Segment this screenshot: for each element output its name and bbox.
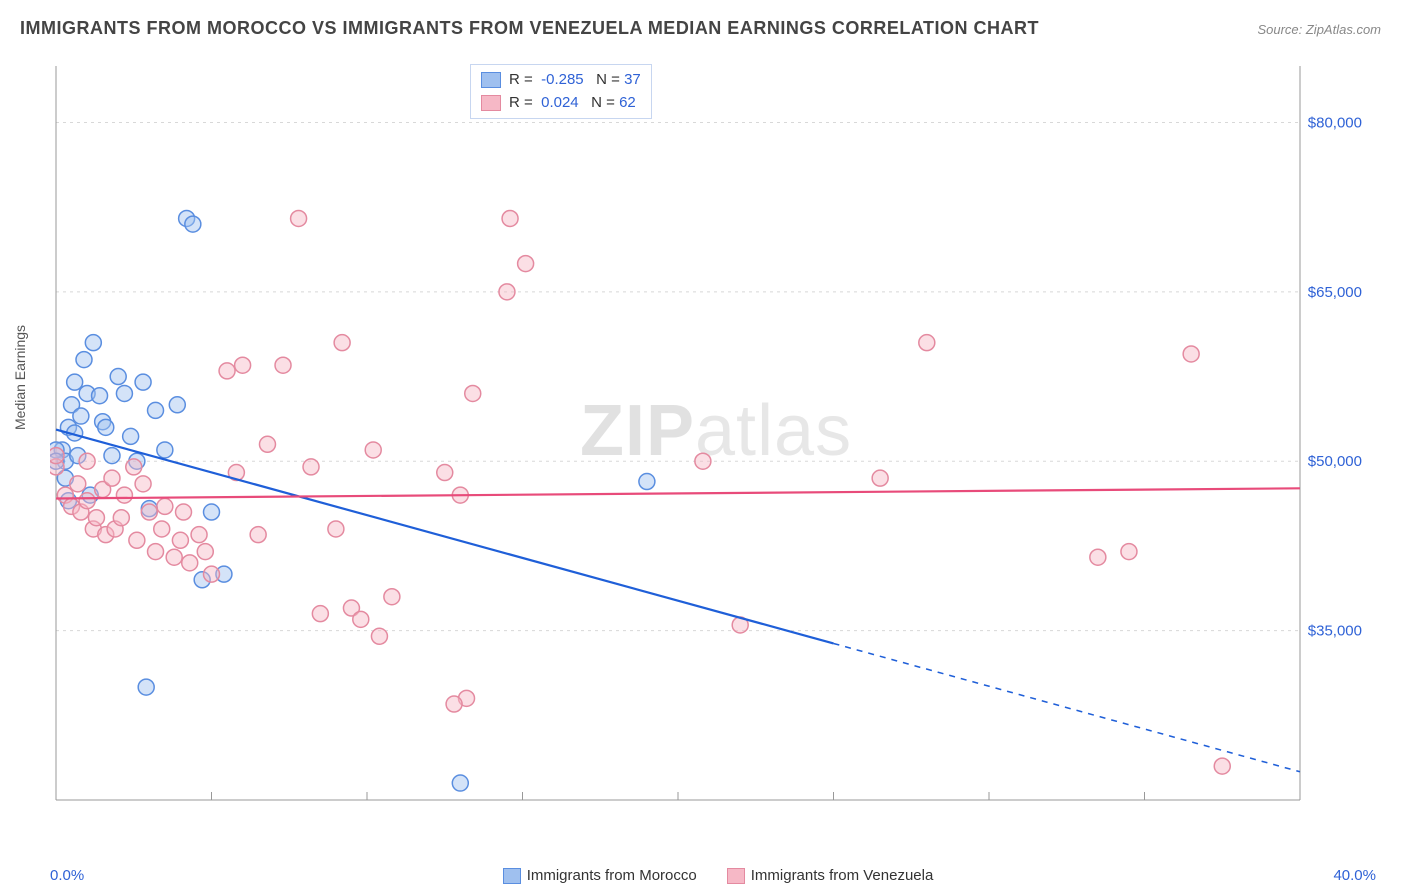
scatter-plot: $35,000 $50,000 $65,000 $80,000 <box>50 60 1370 830</box>
series-legend: Immigrants from Morocco Immigrants from V… <box>0 867 1406 884</box>
legend-swatch <box>481 72 501 88</box>
svg-text:$65,000: $65,000 <box>1308 284 1362 301</box>
legend-swatch <box>727 868 745 884</box>
legend-label: Immigrants from Venezuela <box>751 867 934 884</box>
svg-text:$35,000: $35,000 <box>1308 623 1362 640</box>
legend-label: Immigrants from Morocco <box>527 867 697 884</box>
legend-swatch <box>481 95 501 111</box>
legend-row: R = -0.285 N = 37 <box>481 69 641 92</box>
y-axis-label: Median Earnings <box>12 325 28 430</box>
svg-text:$50,000: $50,000 <box>1308 453 1362 470</box>
correlation-legend: R = -0.285 N = 37R = 0.024 N = 62 <box>470 64 652 119</box>
legend-row: R = 0.024 N = 62 <box>481 92 641 115</box>
chart-title: IMMIGRANTS FROM MOROCCO VS IMMIGRANTS FR… <box>20 18 1039 39</box>
svg-text:$80,000: $80,000 <box>1308 114 1362 131</box>
source-label: Source: ZipAtlas.com <box>1257 22 1381 37</box>
legend-swatch <box>503 868 521 884</box>
